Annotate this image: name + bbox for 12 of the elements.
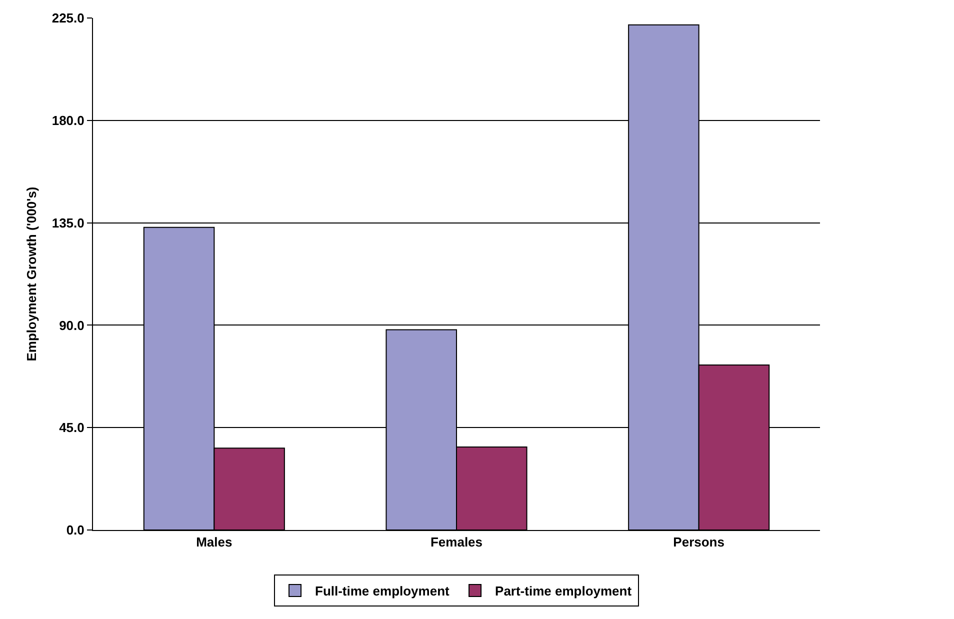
legend-label: Part-time employment <box>495 584 632 599</box>
legend-label: Full-time employment <box>315 584 450 599</box>
y-tick-label: 90.0 <box>59 318 84 333</box>
y-axis-title: Employment Growth ('000's) <box>24 186 39 362</box>
x-tick-label: Males <box>196 534 232 550</box>
y-tick-label: 180.0 <box>52 112 84 128</box>
y-tick-label: 0.0 <box>66 522 84 538</box>
y-tick-label: 45.0 <box>59 420 84 436</box>
x-tick-label: Females <box>430 534 483 550</box>
y-tick-label: 135.0 <box>52 215 84 230</box>
y-tick-label: 225.0 <box>52 10 84 26</box>
x-tick-label: Persons <box>673 534 724 550</box>
